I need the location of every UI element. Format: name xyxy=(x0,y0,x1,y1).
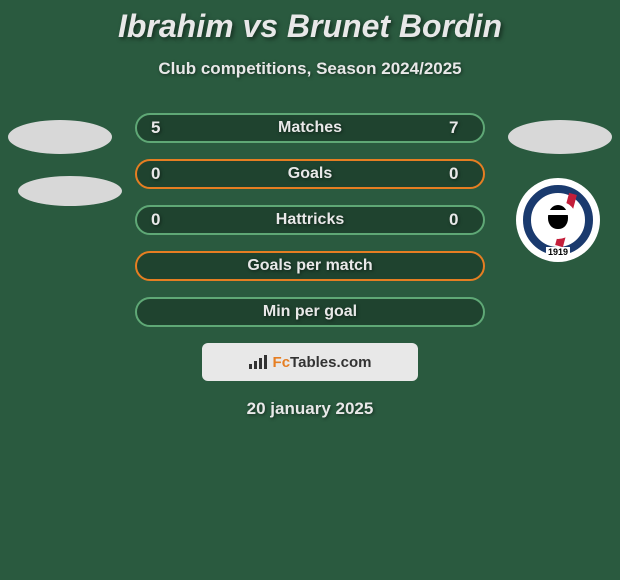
stat-value-left: 0 xyxy=(151,164,171,184)
stat-row: 0 Hattricks 0 xyxy=(135,205,485,235)
stat-label: Goals xyxy=(288,165,332,183)
stat-label: Goals per match xyxy=(247,257,372,275)
stat-value-right: 7 xyxy=(449,118,469,138)
stat-label: Matches xyxy=(278,119,342,137)
stat-row: Goals per match xyxy=(135,251,485,281)
club-crest: 1919 xyxy=(523,185,593,255)
stat-row: 0 Goals 0 xyxy=(135,159,485,189)
stat-value-left: 5 xyxy=(151,118,171,138)
player-right-crest: 1919 xyxy=(516,178,600,262)
stat-label: Hattricks xyxy=(276,211,344,229)
stat-value-right: 0 xyxy=(449,210,469,230)
player-left-badge-2 xyxy=(18,176,122,206)
stat-row: Min per goal xyxy=(135,297,485,327)
stat-label: Min per goal xyxy=(263,303,357,321)
stat-value-right: 0 xyxy=(449,164,469,184)
player-right-badge-1 xyxy=(508,120,612,154)
chart-icon xyxy=(249,355,267,369)
stats-container: 5 Matches 7 0 Goals 0 0 Hattricks 0 Goals per mat… xyxy=(135,113,485,327)
footer-brand-prefix: Fc xyxy=(273,354,291,371)
footer-brand-text: FcTables.com xyxy=(273,354,372,371)
player-left-badge-1 xyxy=(8,120,112,154)
page-subtitle: Club competitions, Season 2024/2025 xyxy=(0,59,620,79)
footer-brand-box: FcTables.com xyxy=(202,343,418,381)
stat-value-left: 0 xyxy=(151,210,171,230)
crest-year: 1919 xyxy=(546,247,570,257)
stat-row: 5 Matches 7 xyxy=(135,113,485,143)
footer-brand-suffix: Tables.com xyxy=(290,354,371,371)
footer-date: 20 january 2025 xyxy=(0,399,620,419)
page-title: Ibrahim vs Brunet Bordin xyxy=(0,0,620,45)
